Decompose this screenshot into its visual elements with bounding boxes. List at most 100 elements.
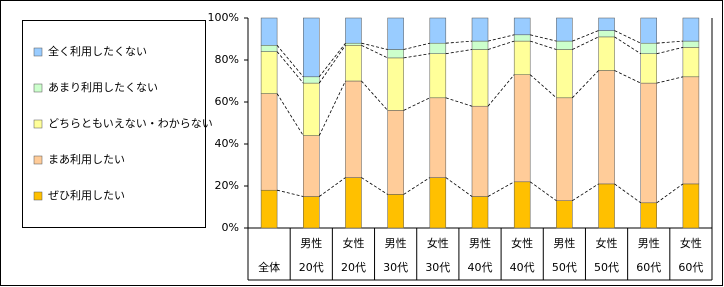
bar-segment	[682, 183, 700, 229]
bar-segment	[260, 51, 278, 94]
x-tick-label: 男性	[469, 236, 491, 250]
x-tick-label: 40代	[510, 261, 535, 274]
bar-segment	[471, 17, 489, 42]
connector-line	[318, 42, 346, 78]
x-tick-label: 女性	[427, 236, 449, 250]
bar-segment	[682, 47, 700, 78]
x-tick-label: 男性	[385, 236, 407, 250]
bar-segment	[387, 57, 404, 111]
bar-segment	[640, 53, 657, 84]
connector-line	[656, 76, 684, 84]
legend-label: どちらともいえない・わからない	[48, 117, 213, 130]
bar-segment	[598, 183, 615, 229]
bar-segment	[682, 40, 700, 48]
bar-segment	[303, 196, 320, 229]
bar-segment	[513, 40, 531, 75]
x-tick-label: 全体	[258, 260, 280, 274]
y-tick-label: 40%	[215, 137, 239, 150]
bar-segment	[303, 76, 320, 84]
connector-line	[529, 74, 557, 99]
y-tick-label: 0%	[222, 221, 239, 234]
bar-segment	[387, 49, 404, 59]
connector-line	[276, 93, 304, 136]
connector-line	[445, 97, 473, 107]
bar-segment	[387, 110, 404, 195]
connector-line	[445, 49, 473, 55]
bar-segment	[345, 42, 362, 46]
connector-line	[361, 42, 388, 50]
bar-segment	[640, 202, 657, 229]
connector-line	[276, 45, 304, 78]
bar-segment	[303, 82, 320, 136]
bar-segment	[260, 93, 278, 191]
connector-line	[403, 177, 431, 195]
bar-segment	[682, 76, 700, 185]
x-tick-label: 20代	[341, 261, 366, 274]
x-tick-label: 60代	[678, 261, 703, 274]
bar-segment	[556, 97, 573, 201]
y-tick-label: 20%	[215, 179, 239, 192]
bar-segment	[513, 17, 531, 36]
connector-line	[614, 36, 641, 55]
connector-line	[487, 40, 515, 50]
bar-segment	[471, 196, 489, 229]
legend-label: まあ利用したい	[48, 153, 125, 166]
connector-line	[572, 183, 599, 202]
bar-segment	[429, 53, 447, 99]
x-tick-label: 60代	[636, 261, 661, 274]
bar-segment	[471, 40, 489, 50]
connector-line	[530, 34, 557, 42]
bar-segment	[429, 42, 447, 54]
bar-segment	[513, 34, 531, 42]
connector-line	[318, 45, 346, 84]
connector-line	[403, 42, 430, 50]
connector-line	[529, 181, 557, 202]
bar-segment	[598, 17, 615, 31]
connector-line	[276, 51, 304, 84]
connector-line	[319, 177, 346, 197]
legend-swatch	[33, 47, 43, 57]
connector-line	[530, 40, 557, 50]
x-tick-label: 40代	[468, 261, 493, 274]
y-tick-label: 80%	[215, 53, 239, 66]
x-tick-label: 30代	[383, 261, 408, 274]
legend-label: 全く利用したくない	[48, 44, 147, 58]
bar-segment	[640, 17, 657, 44]
bar-segment	[260, 45, 278, 52]
y-tick-label: 100%	[208, 11, 239, 24]
bar-segment	[598, 30, 615, 38]
bar-segment	[260, 17, 278, 46]
bar-segment	[556, 49, 573, 99]
legend-swatch	[33, 155, 43, 165]
connector-line	[572, 70, 599, 99]
y-tick-label: 60%	[215, 95, 239, 108]
bar-segment	[598, 36, 615, 71]
connector-line	[361, 177, 388, 195]
bar-segment	[513, 74, 531, 183]
x-tick-label: 50代	[594, 261, 619, 274]
connector-line	[656, 183, 684, 204]
bar-segment	[682, 17, 700, 42]
legend-label: あまり利用したくない	[48, 81, 158, 94]
connector-line	[445, 40, 473, 44]
bar-segment	[598, 70, 615, 185]
bar-segment	[345, 17, 362, 44]
connector-line	[614, 183, 641, 204]
bar-segment	[345, 45, 362, 82]
connector-line	[656, 40, 683, 44]
bar-segment	[471, 49, 489, 107]
bar-segment	[387, 17, 404, 50]
bar-segment	[260, 189, 278, 229]
x-tick-label: 女性	[596, 236, 618, 250]
connector-line	[361, 80, 388, 111]
legend-swatch	[33, 83, 43, 93]
x-tick-label: 男性	[300, 236, 322, 250]
bar-segment	[303, 17, 320, 78]
connector-line	[318, 80, 346, 136]
bar-segment	[429, 177, 447, 229]
bar-segment	[640, 42, 657, 54]
bar-segment	[429, 97, 447, 178]
bar-segment	[556, 200, 573, 229]
